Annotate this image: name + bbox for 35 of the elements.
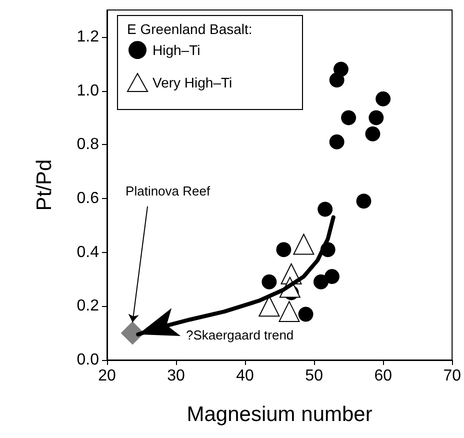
y-tick-label: 1.0 — [76, 82, 100, 100]
legend-label: Very High–Ti — [152, 74, 232, 90]
point — [368, 110, 384, 126]
point — [324, 269, 340, 284]
y-tick-label: 0.6 — [76, 190, 100, 207]
point — [365, 126, 380, 142]
point — [262, 274, 277, 290]
point — [276, 242, 292, 258]
y-axis-title: Pt/Pd — [33, 159, 56, 211]
legend-label: High–Ti — [152, 42, 200, 58]
y-tick-label: 0.4 — [76, 244, 100, 261]
point — [298, 306, 314, 322]
y-tick-label: 1.2 — [76, 28, 100, 46]
x-tick-label: 40 — [236, 368, 254, 384]
series-label: ?Skaergaard trend — [186, 328, 294, 343]
x-tick-label: 60 — [374, 368, 392, 384]
point — [318, 202, 333, 217]
point — [329, 72, 344, 88]
point — [293, 234, 314, 255]
point — [329, 134, 344, 150]
y-tick-label: 0.8 — [76, 136, 100, 154]
annotation: Platinova Reef — [126, 183, 210, 198]
point — [121, 322, 144, 345]
point — [376, 91, 391, 106]
x-tick-label: 20 — [98, 368, 116, 384]
point — [341, 110, 356, 126]
x-tick-label: 30 — [167, 368, 186, 384]
legend-title: E Greenland Basalt: — [127, 21, 252, 37]
x-tick-label: 70 — [443, 368, 462, 384]
point — [313, 274, 328, 290]
x-tick-label: 50 — [305, 368, 324, 384]
y-tick-label: 0.0 — [76, 352, 100, 368]
point — [356, 194, 372, 209]
y-tick-label: 0.2 — [76, 298, 100, 315]
x-axis-title: Magnesium number — [186, 403, 372, 426]
